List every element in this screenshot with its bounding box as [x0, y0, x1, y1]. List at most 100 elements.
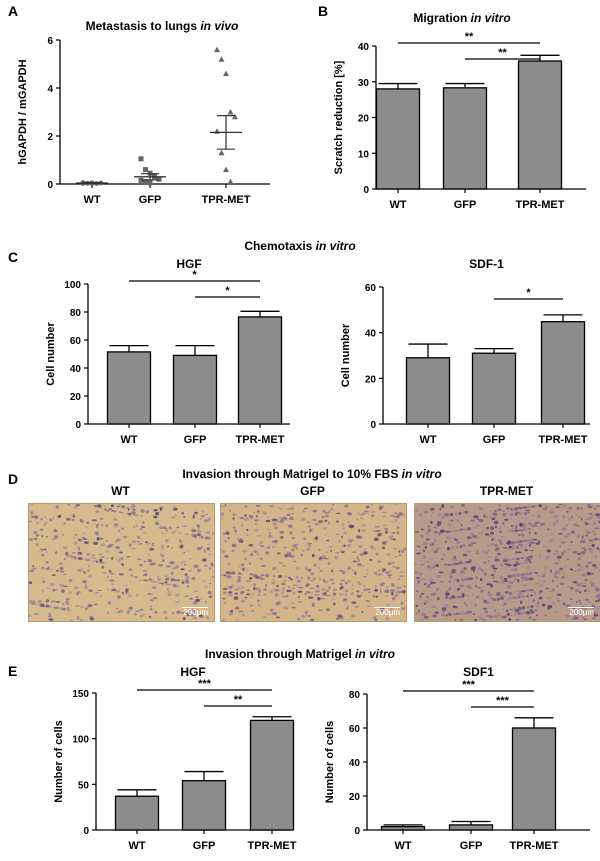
cell-stain	[396, 590, 401, 594]
cell-stain	[429, 557, 434, 560]
cell-stain	[479, 590, 484, 593]
cell-stain	[109, 579, 115, 582]
cell-stain	[50, 583, 55, 586]
cell-stain	[91, 519, 97, 522]
cell-stain	[467, 511, 470, 514]
cell-stain	[262, 511, 267, 515]
cell-stain	[580, 539, 586, 543]
cell-stain	[357, 512, 360, 515]
cell-stain	[508, 591, 513, 596]
x-tick-label: WT	[419, 434, 436, 446]
cell-stain	[333, 602, 336, 606]
cell-stain	[59, 583, 65, 587]
cell-stain	[553, 515, 559, 518]
cell-stain	[289, 531, 293, 535]
cell-stain	[61, 602, 64, 605]
cell-stain	[561, 575, 565, 579]
cell-stain	[55, 551, 58, 555]
cell-stain	[302, 510, 305, 513]
cell-stain	[375, 552, 379, 556]
cell-stain	[563, 550, 566, 554]
cell-stain	[504, 591, 509, 594]
significance-label: *	[192, 269, 197, 281]
cell-stain	[358, 528, 361, 533]
cell-stain	[382, 511, 387, 514]
cell-stain	[476, 518, 480, 520]
cell-stain	[387, 562, 391, 566]
cell-stain	[527, 521, 531, 526]
cell-stain	[260, 545, 265, 548]
y-tick-label: 0	[83, 826, 89, 837]
cell-stain	[559, 567, 563, 571]
cell-stain	[317, 566, 321, 570]
cell-stain	[570, 515, 573, 519]
cell-stain	[517, 596, 521, 599]
cell-stain	[396, 526, 400, 530]
cell-stain	[438, 571, 444, 574]
cell-stain	[422, 549, 426, 552]
significance-label: *	[225, 285, 230, 297]
cell-stain	[290, 578, 293, 581]
y-axis-label: Scratch reduction [%]	[333, 60, 345, 174]
cell-stain	[490, 531, 494, 535]
cell-stain	[501, 510, 506, 512]
micrograph-tpr-met: 200μm	[414, 503, 600, 622]
cell-stain	[136, 593, 139, 597]
cell-stain	[46, 550, 48, 554]
cell-stain	[518, 512, 522, 515]
cell-stain	[419, 620, 424, 621]
cell-stain	[44, 522, 46, 527]
cell-stain	[347, 567, 351, 570]
cell-stain	[328, 521, 330, 525]
cell-stain	[531, 525, 536, 527]
cell-stain	[184, 579, 189, 582]
cell-stain	[476, 576, 478, 580]
cell-stain	[35, 544, 39, 547]
cell-stain	[522, 528, 528, 531]
cell-stain	[51, 538, 56, 540]
cell-stain	[514, 611, 517, 614]
cell-stain	[424, 600, 428, 604]
cell-stain	[29, 510, 34, 512]
cell-stain	[531, 514, 536, 517]
cell-stain	[95, 510, 100, 513]
cell-stain	[286, 513, 291, 517]
bar-tpr-met	[237, 316, 283, 425]
cell-stain	[92, 560, 97, 563]
cell-stain	[201, 510, 205, 513]
cell-stain	[595, 513, 600, 517]
cell-stain	[592, 530, 596, 533]
cell-stain	[131, 511, 136, 515]
cell-stain	[100, 524, 104, 527]
cell-stain	[342, 527, 345, 531]
cell-stain	[484, 533, 490, 536]
cell-stain	[592, 617, 596, 619]
y-tick-label: 20	[349, 792, 361, 803]
cell-stain	[240, 591, 245, 594]
cell-stain	[51, 574, 56, 576]
cell-stain	[113, 519, 118, 521]
cell-stain	[499, 595, 505, 598]
cell-stain	[314, 538, 318, 541]
cell-stain	[88, 565, 90, 567]
cell-stain	[304, 611, 308, 615]
cell-stain	[542, 546, 548, 548]
cell-stain	[82, 580, 87, 584]
cell-stain	[584, 518, 589, 521]
cell-stain	[457, 560, 463, 565]
cell-stain	[228, 586, 233, 589]
cell-stain	[194, 590, 198, 593]
cell-stain	[373, 537, 379, 542]
cell-stain	[392, 596, 397, 600]
cell-stain	[41, 553, 45, 557]
x-tick-label: WT	[389, 199, 406, 211]
cell-stain	[458, 512, 462, 515]
cell-stain	[271, 546, 276, 548]
cell-stain	[323, 527, 327, 530]
cell-stain	[107, 601, 111, 605]
cell-stain	[452, 580, 455, 582]
cell-stain	[536, 607, 539, 610]
cell-stain	[291, 606, 296, 609]
cell-stain	[75, 504, 81, 507]
cell-stain	[348, 566, 351, 569]
